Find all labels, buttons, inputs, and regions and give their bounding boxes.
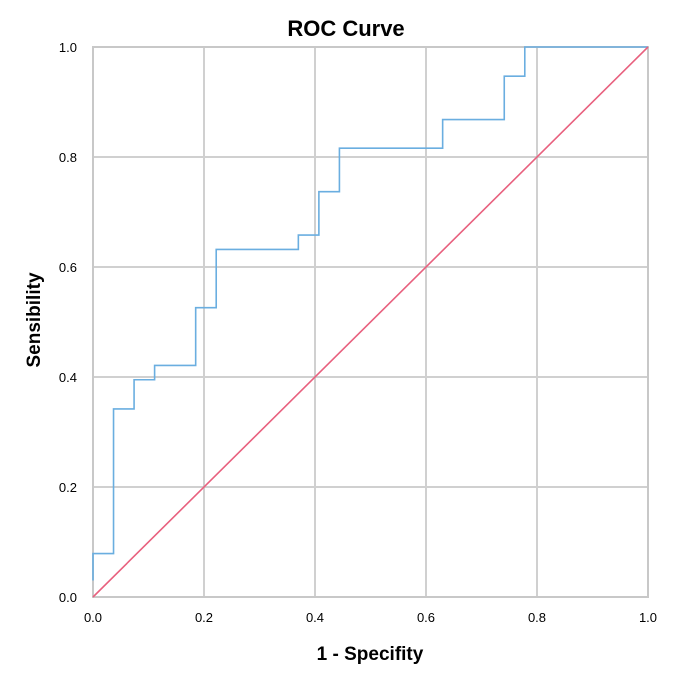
y-tick-label: 0.6: [59, 260, 77, 275]
x-tick-label: 0.0: [84, 610, 102, 625]
series-layer: [92, 46, 649, 598]
tick-layer: 0.0 0.2 0.4 0.6 0.8 1.0 0.0 0.2 0.4 0.6 0.8 1.0: [59, 40, 657, 625]
y-tick-label: 0.4: [59, 370, 77, 385]
y-axis-label: Sensibility: [24, 272, 45, 367]
x-axis-label: 1 - Specifity: [317, 644, 424, 665]
x-tick-label: 1.0: [639, 610, 657, 625]
plot-frame: [92, 46, 649, 598]
chart-title: ROC Curve: [287, 16, 404, 41]
y-tick-label: 0.2: [59, 480, 77, 495]
y-tick-label: 1.0: [59, 40, 77, 55]
reference-diagonal-line: [92, 46, 649, 598]
y-tick-label: 0.8: [59, 150, 77, 165]
x-tick-label: 0.6: [417, 610, 435, 625]
x-tick-label: 0.2: [195, 610, 213, 625]
roc-curve-line: [92, 46, 648, 581]
x-tick-label: 0.8: [528, 610, 546, 625]
x-tick-label: 0.4: [306, 610, 324, 625]
y-tick-label: 0.0: [59, 590, 77, 605]
